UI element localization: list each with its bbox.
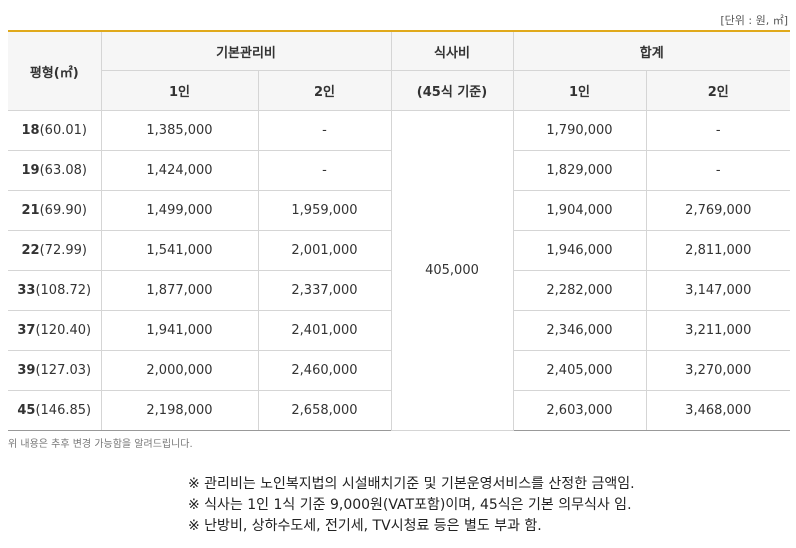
header-pyeong: 평형(㎡) — [8, 30, 102, 111]
table-row: 18(60.01) 1,385,000 - 405,000 1,790,000 … — [8, 110, 791, 431]
size-area: (108.72) — [35, 283, 92, 298]
basic-two-cell: 1,959,000 — [257, 190, 392, 231]
size-number: 39 — [17, 363, 36, 378]
size-cell: 33(108.72) — [8, 270, 102, 311]
table-row: 37(120.40) 1,941,000 2,401,000 2,346,000… — [8, 310, 791, 351]
basic-two-cell: 2,401,000 — [257, 310, 392, 351]
basic-two-cell: 2,001,000 — [257, 230, 392, 271]
total-two-cell: - — [645, 150, 791, 191]
size-area: (69.90) — [39, 203, 87, 218]
header-total: 합계 — [512, 30, 791, 71]
basic-one-cell: 1,385,000 — [100, 110, 259, 151]
table-row: 33(108.72) 1,877,000 2,337,000 2,282,000… — [8, 270, 791, 311]
size-cell: 37(120.40) — [8, 310, 102, 351]
size-cell: 18(60.01) — [8, 110, 102, 151]
size-area: (60.01) — [39, 123, 87, 138]
header-total-one-person: 1인 — [512, 70, 647, 111]
unit-label: [단위 : 원, ㎡] — [720, 14, 788, 27]
total-two-cell: 2,769,000 — [645, 190, 791, 231]
size-number: 18 — [21, 123, 40, 138]
basic-two-cell: - — [257, 150, 392, 191]
basic-one-cell: 1,499,000 — [100, 190, 259, 231]
size-area: (72.99) — [39, 243, 87, 258]
size-cell: 45(146.85) — [8, 390, 102, 431]
size-number: 37 — [17, 323, 36, 338]
header-row-top: 평형(㎡) 기본관리비 식사비 합계 — [8, 30, 791, 111]
basic-one-cell: 2,000,000 — [100, 350, 259, 391]
size-area: (146.85) — [35, 403, 92, 418]
header-basic-fee: 기본관리비 — [100, 30, 392, 71]
table-row: 21(69.90) 1,499,000 1,959,000 1,904,000 … — [8, 190, 791, 231]
basic-two-cell: 2,337,000 — [257, 270, 392, 311]
total-two-cell: 3,270,000 — [645, 350, 791, 391]
header-meal-basis: (45식 기준) — [390, 70, 514, 111]
header-total-two-person: 2인 — [645, 70, 791, 111]
total-two-cell: - — [645, 110, 791, 151]
total-two-cell: 3,468,000 — [645, 390, 791, 431]
note-management-fee: ※ 관리비는 노인복지법의 시설배치기준 및 기본운영서비스를 산정한 금액임. — [188, 476, 635, 492]
size-area: (63.08) — [39, 163, 87, 178]
notes-list: ※ 관리비는 노인복지법의 시설배치기준 및 기본운영서비스를 산정한 금액임.… — [188, 474, 635, 537]
header-row-sub: 1인 2인 (45식 기준) 1인 2인 — [8, 70, 791, 111]
total-one-cell: 1,829,000 — [512, 150, 647, 191]
size-number: 22 — [21, 243, 40, 258]
total-one-cell: 2,603,000 — [512, 390, 647, 431]
total-two-cell: 3,211,000 — [645, 310, 791, 351]
total-one-cell: 1,790,000 — [512, 110, 647, 151]
size-cell: 19(63.08) — [8, 150, 102, 191]
basic-one-cell: 1,941,000 — [100, 310, 259, 351]
header-meal-fee: 식사비 — [390, 30, 514, 71]
table-row: 45(146.85) 2,198,000 2,658,000 2,603,000… — [8, 390, 791, 431]
size-cell: 22(72.99) — [8, 230, 102, 271]
size-number: 45 — [17, 403, 36, 418]
size-number: 33 — [17, 283, 36, 298]
total-one-cell: 1,904,000 — [512, 190, 647, 231]
table-row: 39(127.03) 2,000,000 2,460,000 2,405,000… — [8, 350, 791, 391]
header-basic-one-person: 1인 — [101, 70, 259, 111]
total-one-cell: 2,282,000 — [512, 270, 647, 311]
size-number: 21 — [21, 203, 40, 218]
note-meal: ※ 식사는 1인 1식 기준 9,000원(VAT포함)이며, 45식은 기본 … — [188, 497, 632, 513]
total-one-cell: 2,405,000 — [512, 350, 647, 391]
total-one-cell: 2,346,000 — [512, 310, 647, 351]
basic-two-cell: 2,658,000 — [257, 390, 392, 431]
change-notice: 위 내용은 추후 변경 가능함을 알려드립니다. — [8, 439, 193, 450]
size-cell: 21(69.90) — [8, 190, 102, 231]
total-one-cell: 1,946,000 — [512, 230, 647, 271]
fee-table: 평형(㎡) 기본관리비 식사비 합계 1인 2인 (45식 기준) 1인 2인 … — [8, 30, 791, 431]
basic-one-cell: 1,541,000 — [100, 230, 259, 271]
basic-one-cell: 1,424,000 — [100, 150, 259, 191]
basic-one-cell: 1,877,000 — [100, 270, 259, 311]
basic-two-cell: - — [257, 110, 392, 151]
total-two-cell: 3,147,000 — [645, 270, 791, 311]
meal-fee-cell: 405,000 — [390, 110, 514, 431]
note-utilities: ※ 난방비, 상하수도세, 전기세, TV시청료 등은 별도 부과 함. — [188, 518, 542, 534]
basic-one-cell: 2,198,000 — [100, 390, 259, 431]
size-cell: 39(127.03) — [8, 350, 102, 391]
size-area: (127.03) — [35, 363, 92, 378]
total-two-cell: 2,811,000 — [645, 230, 791, 271]
header-basic-two-person: 2인 — [257, 70, 392, 111]
size-area: (120.40) — [35, 323, 92, 338]
size-number: 19 — [21, 163, 40, 178]
basic-two-cell: 2,460,000 — [257, 350, 392, 391]
